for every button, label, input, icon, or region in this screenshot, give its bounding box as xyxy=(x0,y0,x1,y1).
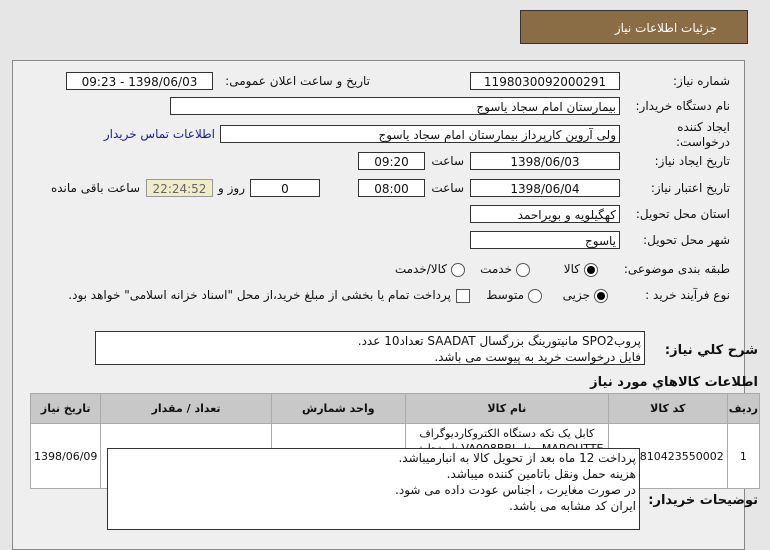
col-code: کد کالا xyxy=(607,393,728,424)
checkbox-icon xyxy=(456,288,470,303)
process-radio-medium[interactable]: متوسط xyxy=(486,286,542,304)
valid-time-label: ساعت xyxy=(431,181,464,195)
days-field: 0 xyxy=(250,179,320,197)
created-date-label: تاریخ ایجاد نیاز: xyxy=(654,154,730,168)
buyer-org-field: بیمارستان امام سجاد یاسوج xyxy=(170,97,620,115)
city-label: شهر محل تحویل: xyxy=(643,233,730,247)
notes-label: توضیحات خریدار: xyxy=(648,493,758,508)
radio-selected-icon xyxy=(584,262,598,277)
col-row: ردیف xyxy=(726,393,761,424)
valid-date-field: 1398/06/04 xyxy=(470,179,620,197)
category-radio-service[interactable]: خدمت xyxy=(480,260,530,278)
need-number-label: شماره نیاز: xyxy=(673,74,730,88)
buyer-org-label: نام دستگاه خریدار: xyxy=(635,99,731,113)
city-field: یاسوج xyxy=(470,231,620,249)
category-radio-goods-service[interactable]: کالا/خدمت xyxy=(395,260,465,278)
announce-field: 1398/06/03 - 09:23 xyxy=(66,72,213,90)
description-field: پروبSPO2 مانیتورینگ بزرگسال SAADAT تعداد… xyxy=(95,331,645,365)
created-time-label: ساعت xyxy=(431,154,464,168)
page-title: جزئیات اطلاعات نیاز xyxy=(520,10,748,44)
notes-field: پرداخت 12 ماه بعد از تحویل کالا به انبار… xyxy=(107,448,640,530)
need-number-field: 1198030092000291 xyxy=(470,72,620,90)
col-date: تاریخ نیاز xyxy=(29,393,102,424)
radio-icon xyxy=(451,262,465,277)
contact-info-link[interactable]: اطلاعات تماس خریدار xyxy=(103,127,215,141)
col-qty: تعداد / مقدار xyxy=(100,393,272,424)
description-label: شرح کلي نیاز: xyxy=(664,343,758,358)
category-label: طبقه بندی موضوعی: xyxy=(623,262,730,276)
created-date-field: 1398/06/03 xyxy=(470,152,620,170)
announce-label: تاریخ و ساعت اعلان عمومی: xyxy=(225,74,370,88)
creator-field: ولی آروین کارپرداز بیمارستان امام سجاد ی… xyxy=(220,125,620,143)
category-radio-goods[interactable]: کالا xyxy=(564,260,598,278)
treasury-checkbox[interactable]: پرداخت تمام یا بخشی از مبلغ خرید،از محل … xyxy=(68,286,470,304)
process-radio-minor[interactable]: جزیی xyxy=(563,286,608,304)
radio-icon xyxy=(516,262,530,277)
creator-label: ایجاد کننده درخواست: xyxy=(676,120,730,149)
created-time-field: 09:20 xyxy=(358,152,425,170)
valid-time-field: 08:00 xyxy=(358,179,425,197)
province-field: کهگیلویه و بویراحمد xyxy=(470,205,620,223)
radio-selected-icon xyxy=(594,288,608,303)
goods-section-title: اطلاعات کالاهاي مورد نیاز xyxy=(590,375,758,390)
province-label: استان محل تحویل: xyxy=(635,207,730,221)
cell-date: 1398/06/09 xyxy=(29,423,102,489)
col-name: نام کالا xyxy=(404,393,609,424)
radio-icon xyxy=(528,288,542,303)
days-label: روز و xyxy=(218,181,245,195)
remaining-label: ساعت باقی مانده xyxy=(50,181,140,195)
cell-row: 1 xyxy=(726,423,761,489)
process-label: نوع فرآیند خرید : xyxy=(645,288,730,302)
remaining-time-field: 22:24:52 xyxy=(146,179,213,197)
col-unit: واحد شمارش xyxy=(270,393,406,424)
valid-date-label: تاریخ اعتبار نیاز: xyxy=(650,181,730,195)
table-header: ردیف کد کالا نام کالا واحد شمارش تعداد /… xyxy=(29,393,761,424)
